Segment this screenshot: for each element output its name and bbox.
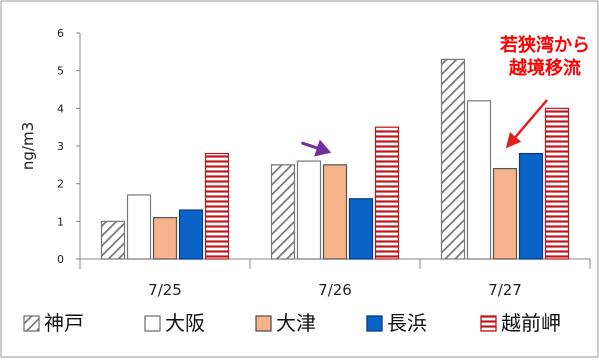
bar-大津-7/26	[324, 165, 347, 259]
y-tick-label: 5	[57, 65, 64, 78]
y-tick-label: 2	[57, 178, 64, 191]
bar-大阪-7/25	[128, 195, 151, 259]
bar-神戸-7/26	[272, 165, 295, 259]
legend-swatch-大津	[256, 316, 271, 331]
legend-label-大津: 大津	[276, 311, 316, 335]
x-tick-label: 7/25	[148, 281, 182, 299]
x-tick-label: 7/27	[488, 281, 522, 299]
legend-swatch-大阪	[145, 316, 160, 331]
bar-越前岬-7/27	[546, 108, 569, 259]
bar-長浜-7/26	[350, 199, 373, 259]
bar-越前岬-7/25	[206, 154, 229, 259]
y-tick-label: 4	[57, 102, 64, 115]
bar-長浜-7/25	[180, 210, 203, 259]
legend-label-大阪: 大阪	[165, 311, 205, 335]
bar-大津-7/27	[494, 169, 517, 259]
y-tick-label: 1	[57, 215, 64, 228]
legend-label-越前岬: 越前岬	[501, 311, 561, 335]
bar-神戸-7/25	[102, 221, 125, 259]
annotation-text: 越境移流	[508, 57, 581, 79]
y-tick-label: 3	[57, 140, 64, 153]
legend-swatch-越前岬	[481, 316, 496, 331]
bar-長浜-7/27	[520, 154, 543, 259]
legend-swatch-長浜	[367, 316, 382, 331]
bar-神戸-7/27	[442, 59, 465, 259]
annotation-text: 若狭湾から	[499, 34, 590, 56]
bar-大阪-7/27	[468, 101, 491, 259]
bar-大阪-7/26	[298, 161, 321, 259]
legend-label-神戸: 神戸	[44, 311, 84, 335]
x-tick-label: 7/26	[318, 281, 352, 299]
bar-大津-7/25	[154, 218, 177, 259]
y-axis-title: ng/m3	[19, 122, 37, 170]
y-tick-label: 6	[57, 27, 64, 40]
legend-label-長浜: 長浜	[387, 311, 427, 335]
bar-越前岬-7/26	[376, 127, 399, 259]
legend-swatch-神戸	[24, 316, 39, 331]
y-tick-label: 0	[57, 253, 64, 266]
